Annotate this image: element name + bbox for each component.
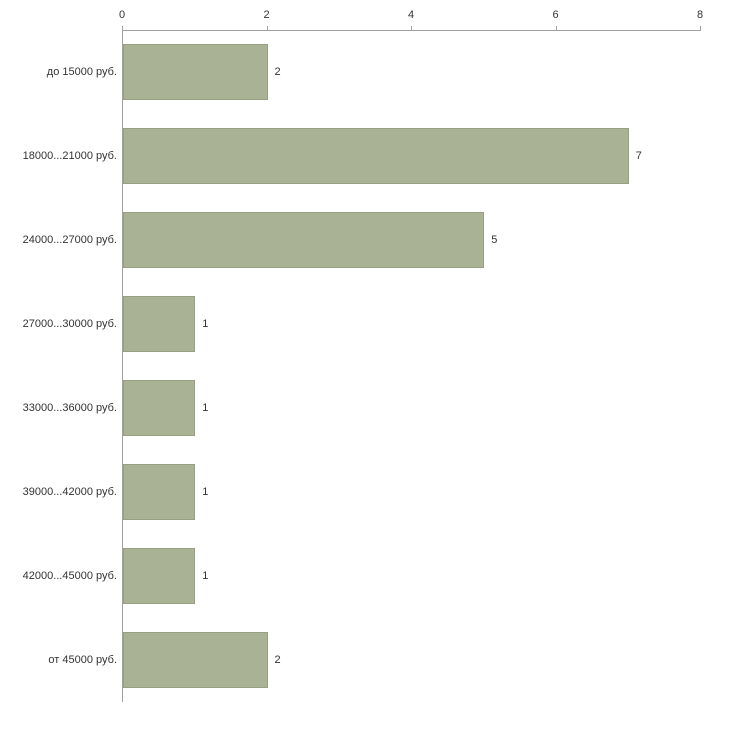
- x-tick-label: 4: [407, 9, 415, 21]
- category-label: 39000...42000 руб.: [22, 486, 117, 498]
- x-axis-line: [122, 30, 701, 31]
- x-tick-label: 8: [696, 9, 704, 21]
- bar: [123, 548, 196, 604]
- value-label: 1: [202, 570, 209, 582]
- category-label: 18000...21000 руб.: [22, 150, 117, 162]
- category-label: от 45000 руб.: [48, 654, 117, 666]
- bar: [123, 296, 196, 352]
- value-label: 1: [202, 402, 209, 414]
- bar: [123, 464, 196, 520]
- category-label: 42000...45000 руб.: [22, 570, 117, 582]
- bar: [123, 128, 629, 184]
- x-tick-label: 2: [263, 9, 270, 21]
- value-label: 5: [491, 234, 498, 246]
- x-tick-mark: [122, 26, 123, 30]
- bar: [123, 212, 485, 268]
- x-tick-label: 0: [118, 9, 126, 21]
- bar: [123, 44, 268, 100]
- x-tick-mark: [411, 26, 412, 30]
- value-label: 2: [274, 654, 281, 666]
- x-tick-mark: [700, 26, 701, 30]
- category-label: 24000...27000 руб.: [22, 234, 117, 246]
- category-label: до 15000 руб.: [46, 66, 117, 78]
- value-label: 7: [635, 150, 642, 162]
- value-label: 1: [202, 486, 209, 498]
- y-axis-line: [122, 30, 123, 702]
- x-tick-label: 6: [552, 9, 559, 21]
- bar: [123, 632, 268, 688]
- bar: [123, 380, 196, 436]
- category-label: 27000...30000 руб.: [22, 318, 117, 330]
- x-tick-mark: [266, 26, 268, 30]
- value-label: 2: [274, 66, 281, 78]
- value-label: 1: [202, 318, 209, 330]
- category-label: 33000...36000 руб.: [22, 402, 117, 414]
- x-tick-mark: [555, 26, 557, 30]
